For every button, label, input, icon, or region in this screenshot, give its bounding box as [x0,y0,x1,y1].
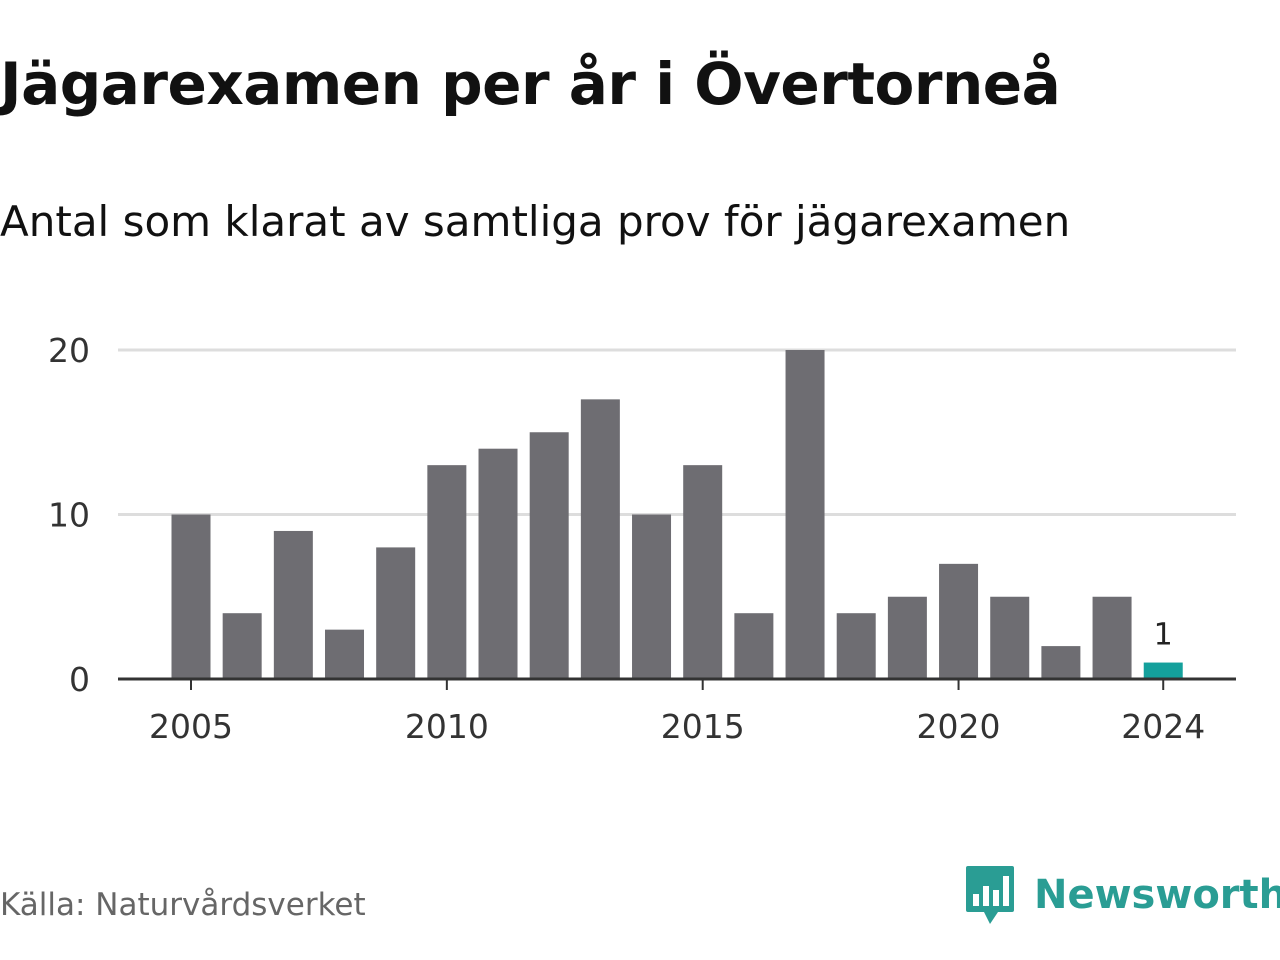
bar-2024 [1143,662,1183,679]
bar-2016 [734,613,774,679]
bar-2007 [273,530,313,679]
y-tick-label: 10 [48,496,90,535]
data-label-2024: 1 [1154,618,1173,653]
bar-2018 [836,613,876,679]
x-tick-label: 2015 [661,707,745,746]
brand-name: Newsworthy [1034,872,1280,918]
source-note: Källa: Naturvårdsverket [0,887,366,923]
bar-2015 [683,465,723,679]
newsworthy-logo-icon [966,866,1014,924]
chart-title: Jägarexamen per år i Övertorneå [0,50,1061,118]
x-axis [118,677,1236,690]
x-tick-label: 2020 [917,707,1001,746]
bar-2023 [1092,596,1132,679]
bar-2022 [1041,646,1081,679]
bar-2009 [376,547,416,679]
bar-2017 [785,350,825,679]
bar-2021 [990,596,1030,679]
bar-2014 [632,514,672,679]
bar-2008 [325,629,365,679]
gridlines [118,348,1236,516]
bar-2006 [222,613,262,679]
bar-2012 [529,432,569,679]
bar-2020 [939,563,979,679]
bars [171,350,1183,679]
y-tick-label: 20 [48,331,90,370]
x-tick-label: 2005 [149,707,233,746]
chart-subtitle: Antal som klarat av samtliga prov för jä… [0,197,1071,246]
labels: 0 10 20 2005 2010 2015 2020 2024 1 [48,331,1205,746]
bar-2019 [887,596,927,679]
bar-2011 [478,448,518,679]
x-tick-label: 2010 [405,707,489,746]
bar-2010 [427,465,467,679]
brand-logo: Newsworthy [964,864,1280,926]
x-tick-label: 2024 [1121,707,1205,746]
bar-2005 [171,514,211,679]
bar-2013 [580,399,620,679]
y-tick-label: 0 [69,660,90,699]
